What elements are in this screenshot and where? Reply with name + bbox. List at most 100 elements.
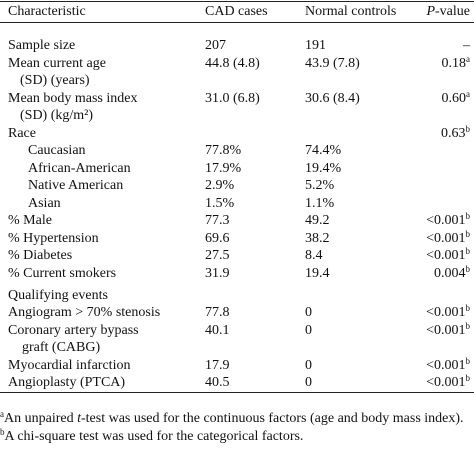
top-rule: [0, 1, 474, 2]
row-label: % Male: [8, 213, 52, 228]
row-label: % Current smokers: [8, 265, 117, 281]
control-value: 191: [305, 38, 326, 53]
footnote-mark: b: [465, 355, 471, 366]
footnote-mark: b: [465, 211, 471, 221]
row-label: Myocardial infarction: [8, 357, 131, 373]
cad-value: 17.9%: [205, 160, 242, 176]
p-value-cell: 0.004b: [434, 263, 471, 282]
control-value: 19.4: [305, 265, 330, 281]
cad-value: 40.5: [205, 375, 230, 390]
row-label: African-American: [28, 160, 131, 176]
p-value: <0.001: [426, 213, 466, 228]
p-value-cell: –: [463, 37, 470, 54]
control-value: 0: [305, 375, 312, 390]
p-value-cell: <0.001b: [426, 228, 471, 247]
row-label: Angiogram > 70% stenosis: [8, 305, 161, 320]
footnote-italic: t: [77, 411, 81, 426]
column-header: Normal controls: [305, 4, 397, 19]
row-label: (SD) (kg/m²): [20, 108, 94, 123]
control-value: 74.4%: [305, 143, 342, 158]
section-heading: Qualifying events: [8, 287, 108, 303]
p-value-cell: <0.001b: [426, 355, 471, 374]
row-label: Race: [8, 125, 36, 141]
footnote: aAn unpaired t-test was used for the con…: [0, 410, 470, 428]
p-value: <0.001: [426, 357, 466, 373]
p-value-cell: 0.60a: [441, 88, 471, 107]
p-value: 0.63: [441, 125, 466, 141]
cad-value: 77.8%: [205, 143, 242, 158]
row-label: Mean body mass index: [8, 90, 138, 106]
footnote-text: -test was used for the continuous factor…: [80, 411, 464, 426]
footnote-mark: b: [465, 303, 471, 313]
cad-value: 1.5%: [205, 195, 235, 211]
row-label: Angioplasty (PTCA): [8, 375, 126, 390]
footnote-mark: a: [0, 409, 4, 419]
column-header: Characteristic: [8, 4, 86, 19]
cad-value: 69.6: [205, 230, 230, 246]
p-value-cell: 0.63b: [441, 123, 471, 142]
p-value: –: [463, 38, 470, 53]
row-label: Sample size: [8, 38, 76, 53]
row-label: % Diabetes: [8, 248, 73, 263]
p-value-cell: <0.001b: [426, 247, 470, 264]
cad-value: 207: [205, 38, 226, 53]
footnote-mark: b: [465, 246, 471, 256]
footnote-text: An unpaired: [4, 411, 78, 426]
p-value-cell: <0.001b: [426, 212, 470, 229]
row-label: Mean current age: [8, 55, 106, 71]
control-value: 43.9 (7.8): [305, 55, 360, 71]
header-rule: [0, 22, 474, 23]
p-value-cell: <0.001b: [426, 304, 470, 321]
footnote-mark: b: [0, 427, 5, 437]
row-label: Native American: [28, 178, 124, 193]
bottom-rule: [0, 392, 474, 393]
control-value: 38.2: [305, 230, 330, 246]
cad-value: 17.9: [205, 357, 230, 373]
p-value-cell: <0.001b: [426, 321, 470, 339]
row-label: Caucasian: [28, 143, 86, 158]
column-header: P-value: [426, 3, 470, 20]
cad-value: 31.9: [205, 265, 230, 281]
p-value: 0.60: [441, 90, 467, 106]
row-label: graft (CABG): [22, 340, 101, 355]
control-value: 8.4: [305, 248, 323, 263]
p-value: <0.001: [426, 375, 466, 390]
control-value: 0: [305, 305, 312, 320]
footnote: bA chi-square test was used for the cate…: [0, 428, 470, 446]
column-header-italic: P: [426, 4, 436, 19]
control-value: 0: [305, 322, 312, 338]
cad-value: 27.5: [205, 248, 230, 263]
control-value: 19.4%: [305, 160, 342, 176]
p-value: <0.001: [426, 322, 466, 338]
row-label: Coronary artery bypass: [8, 322, 139, 338]
p-value: <0.001: [426, 230, 466, 246]
row-label: Asian: [28, 195, 61, 211]
row-label: (SD) (years): [20, 73, 90, 88]
footnote-mark: b: [465, 263, 471, 274]
p-value-cell: <0.001b: [426, 374, 470, 391]
footnote-mark: b: [465, 228, 471, 239]
cad-value: 77.8: [205, 305, 230, 320]
cad-value: 44.8 (4.8): [205, 55, 260, 71]
footnote-mark: b: [465, 373, 471, 383]
footnote-text: A chi-square test was used for the categ…: [4, 429, 304, 444]
control-value: 0: [305, 357, 312, 373]
footnote-mark: a: [466, 53, 470, 64]
p-value: 0.004: [434, 265, 466, 281]
control-value: 49.2: [305, 213, 330, 228]
footnote-mark: b: [465, 123, 471, 134]
control-value: 30.6 (8.4): [305, 90, 360, 106]
p-value: 0.18: [441, 55, 467, 71]
cad-value: 40.1: [205, 322, 230, 338]
control-value: 5.2%: [305, 178, 335, 193]
control-value: 1.1%: [305, 195, 335, 211]
footnote-mark: a: [466, 88, 470, 99]
p-value: <0.001: [426, 305, 466, 320]
cad-value: 31.0 (6.8): [205, 90, 260, 106]
cad-value: 2.9%: [205, 178, 235, 193]
p-value-cell: 0.18a: [441, 53, 471, 72]
row-label: % Hypertension: [8, 230, 99, 246]
column-header-text: -value: [435, 4, 470, 19]
column-header: CAD cases: [205, 4, 268, 19]
